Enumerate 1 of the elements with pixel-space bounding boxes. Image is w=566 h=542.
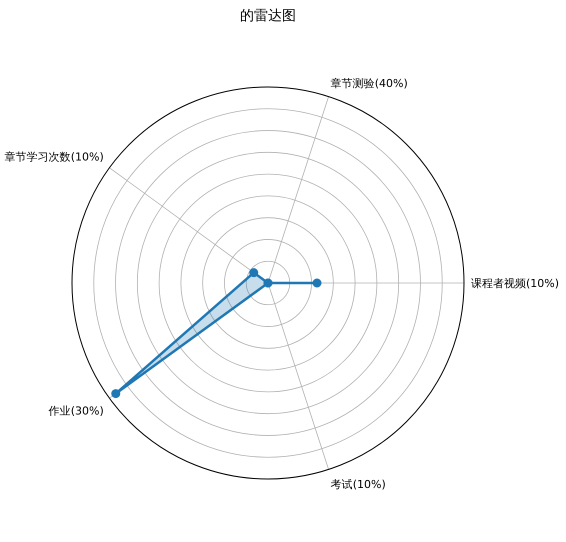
title: 的雷达图 [240, 8, 296, 24]
